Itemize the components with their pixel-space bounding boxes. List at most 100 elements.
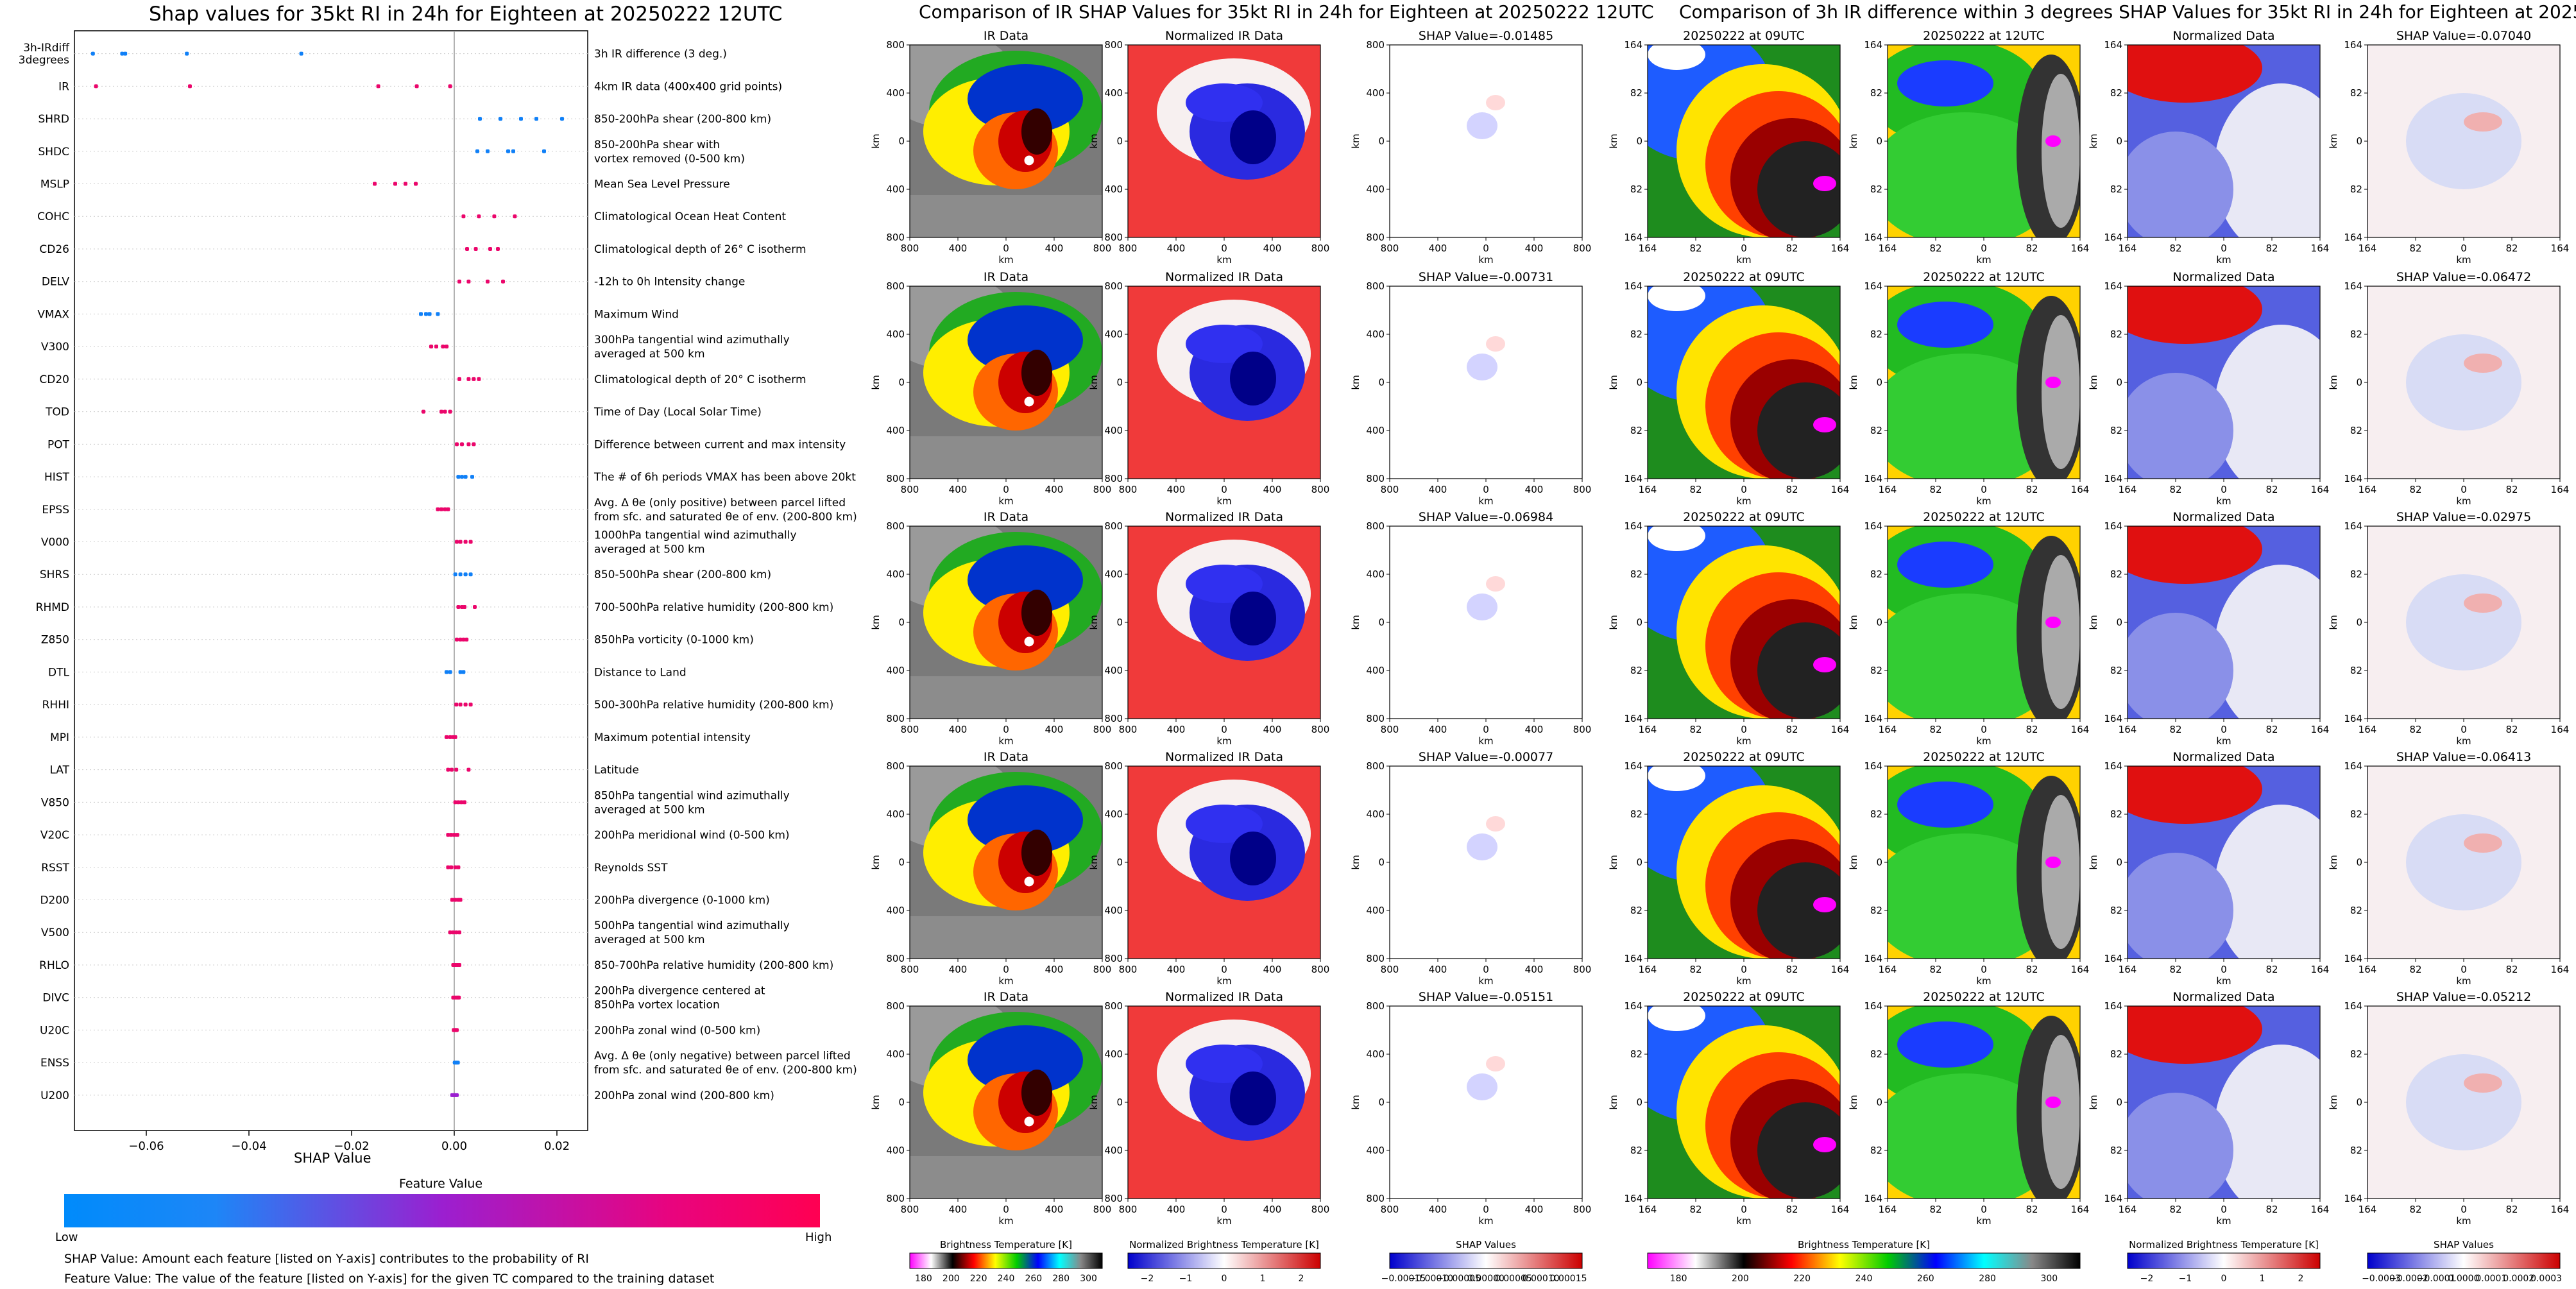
subplot-title: 20250222 at 12UTC	[1923, 29, 2045, 43]
image-x-tick: 800	[1311, 484, 1330, 495]
feature-tick-label: V300	[41, 341, 69, 354]
image-y-tick: 800	[1104, 39, 1123, 51]
shap-point	[463, 703, 468, 707]
feature-description: 850hPa tangential wind azimuthally	[594, 789, 790, 802]
feature-description: vortex removed (0-500 km)	[594, 153, 745, 166]
image-y-tick: 800	[1366, 760, 1385, 772]
image-x-tick: 164	[2119, 1204, 2137, 1215]
shap-point	[456, 1061, 460, 1065]
image-y-tick: 0	[2116, 857, 2122, 868]
image-y-tick: 164	[1624, 713, 1642, 724]
shap-point	[445, 345, 448, 349]
feature-tick-label: DELV	[42, 276, 69, 289]
image-x-tick: 164	[2358, 964, 2377, 975]
image-x-tick: 82	[2265, 243, 2278, 254]
feature-tick-label: SHRS	[40, 568, 69, 581]
image-x-tick: 800	[1119, 724, 1138, 735]
image-x-tick: 0	[1741, 243, 1747, 254]
shap-point	[299, 51, 303, 56]
image-xlabel: km	[1216, 1215, 1231, 1227]
image-y-tick: 0	[1636, 857, 1642, 868]
image-xlabel: km	[998, 735, 1013, 747]
image-y-tick: 164	[1624, 760, 1642, 772]
image-x-tick: 82	[1929, 1204, 1941, 1215]
image-y-tick: 400	[886, 184, 905, 195]
image-x-tick: 400	[1429, 243, 1447, 254]
shap-point	[448, 930, 452, 935]
shap-point	[456, 475, 461, 479]
image-xlabel: km	[1478, 735, 1493, 747]
shap-xlabel: SHAP Value	[294, 1150, 371, 1166]
colorbar-tick: 280	[1979, 1274, 1996, 1284]
image-x-tick: 82	[2409, 484, 2421, 495]
image-xlabel: km	[2216, 735, 2231, 747]
feature-tick-label: RSST	[41, 862, 69, 875]
shap-point	[441, 345, 445, 349]
image-y-tick: 400	[1366, 425, 1385, 436]
image-x-tick: 82	[1786, 1204, 1798, 1215]
image-y-tick: 164	[2104, 760, 2122, 772]
shap-point	[455, 637, 459, 642]
feature-colorbar-title: Feature Value	[399, 1177, 483, 1191]
shap-point	[470, 475, 474, 479]
image-ylabel: km	[870, 133, 882, 148]
image-y-tick: 0	[2116, 135, 2122, 147]
image-y-tick: 164	[2344, 232, 2362, 243]
image-y-tick: 400	[1366, 905, 1385, 916]
shap-point	[419, 312, 423, 316]
shap-point	[478, 117, 482, 121]
image-x-tick: 82	[1786, 964, 1798, 975]
image-ylabel: km	[1608, 855, 1619, 869]
colorbar-tick: 200	[943, 1274, 960, 1284]
image-y-tick: 82	[1630, 87, 1642, 99]
image-x-tick: 164	[1639, 484, 1657, 495]
feature-description: averaged at 500 km	[594, 803, 705, 816]
shap-point	[458, 670, 463, 674]
image-y-tick: 0	[2116, 617, 2122, 628]
image-x-tick: 82	[2409, 1204, 2421, 1215]
image-y-tick: 800	[1366, 232, 1385, 243]
feature-description: 850hPa vortex location	[594, 999, 720, 1012]
feature-tick-label: EPSS	[42, 504, 69, 516]
feature-description: Reynolds SST	[594, 862, 668, 875]
feature-tick-label: V000	[41, 536, 69, 549]
image-x-tick: 164	[1831, 243, 1850, 254]
image-x-tick: 0	[1981, 964, 1987, 975]
image-y-tick: 400	[1104, 425, 1123, 436]
subplot-title: Normalized Data	[2172, 510, 2274, 524]
image-x-tick: 400	[1045, 1204, 1064, 1215]
image-y-tick: 800	[1366, 713, 1385, 724]
image-x-tick: 0	[1981, 484, 1987, 495]
image-x-tick: 400	[1045, 964, 1064, 975]
image-y-tick: 800	[886, 760, 905, 772]
right-panel-title: Comparison of 3h IR difference within 3 …	[1679, 1, 2576, 22]
image-y-tick: 0	[1636, 617, 1642, 628]
image-y-tick: 82	[1630, 1048, 1642, 1060]
image-xlabel: km	[998, 495, 1013, 507]
feature-description: Climatological Ocean Heat Content	[594, 210, 786, 223]
image-x-tick: 164	[2071, 243, 2090, 254]
image-x-tick: 0	[1981, 724, 1987, 735]
image-x-tick: 82	[2505, 243, 2518, 254]
colorbar-tick: 0.0003	[2530, 1274, 2562, 1284]
colorbar-tick: 180	[1670, 1274, 1687, 1284]
image-y-tick: 164	[2344, 280, 2362, 292]
shap-point	[373, 182, 377, 186]
shap-point	[454, 767, 459, 772]
image-x-tick: 164	[1879, 1204, 1897, 1215]
image-y-tick: 400	[1366, 568, 1385, 580]
image-ylabel: km	[2328, 855, 2339, 869]
image-x-tick: 400	[1045, 484, 1064, 495]
image-x-tick: 164	[2358, 484, 2377, 495]
image-x-tick: 0	[1483, 724, 1489, 735]
subplot-title: Normalized IR Data	[1165, 270, 1283, 284]
image-ylabel: km	[1608, 615, 1619, 629]
image-x-tick: 400	[1045, 724, 1064, 735]
image-ylabel: km	[1608, 133, 1619, 148]
colorbar-tick: 2	[1299, 1274, 1304, 1284]
subplot-title: 20250222 at 09UTC	[1683, 750, 1805, 764]
image-y-tick: 400	[886, 905, 905, 916]
shap-point	[560, 117, 564, 121]
image-x-tick: 0	[1221, 484, 1227, 495]
subplot-title: Normalized Data	[2172, 29, 2274, 43]
